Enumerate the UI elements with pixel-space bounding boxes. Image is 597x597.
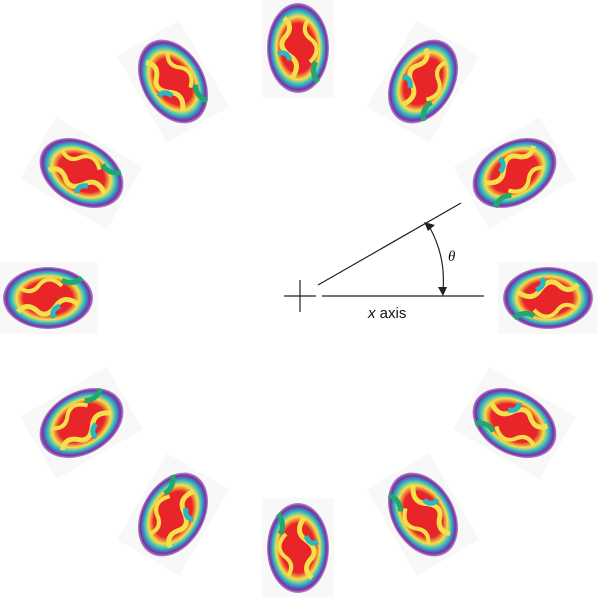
axis-label: x axis: [367, 305, 406, 322]
brain-scan: [20, 117, 143, 229]
page: θ x axis (() => { const data = JSON.pars…: [0, 0, 597, 597]
brain-scan: [20, 367, 143, 479]
brain-scan: [453, 117, 576, 229]
brain-scan: [367, 20, 479, 143]
brain-scan: [117, 453, 229, 576]
center-cross: [284, 280, 316, 312]
brain-scan: [453, 367, 576, 479]
brain-scan: [262, 0, 334, 98]
diagram: θ x axis: [0, 0, 597, 597]
axis-var: x: [367, 305, 376, 322]
arrowhead-bottom: [438, 287, 447, 296]
axis-word: axis: [380, 305, 407, 322]
scan-ring: [0, 0, 597, 597]
brain-scan: [367, 453, 479, 576]
angle-label: θ: [448, 249, 456, 265]
brain-scan: [117, 20, 229, 143]
arrowhead-top: [424, 222, 435, 231]
rotated-line: [318, 203, 461, 285]
angle-arc: [430, 228, 443, 290]
brain-scan: [498, 262, 597, 334]
brain-scan: [262, 498, 334, 597]
brain-scan: [0, 262, 98, 334]
